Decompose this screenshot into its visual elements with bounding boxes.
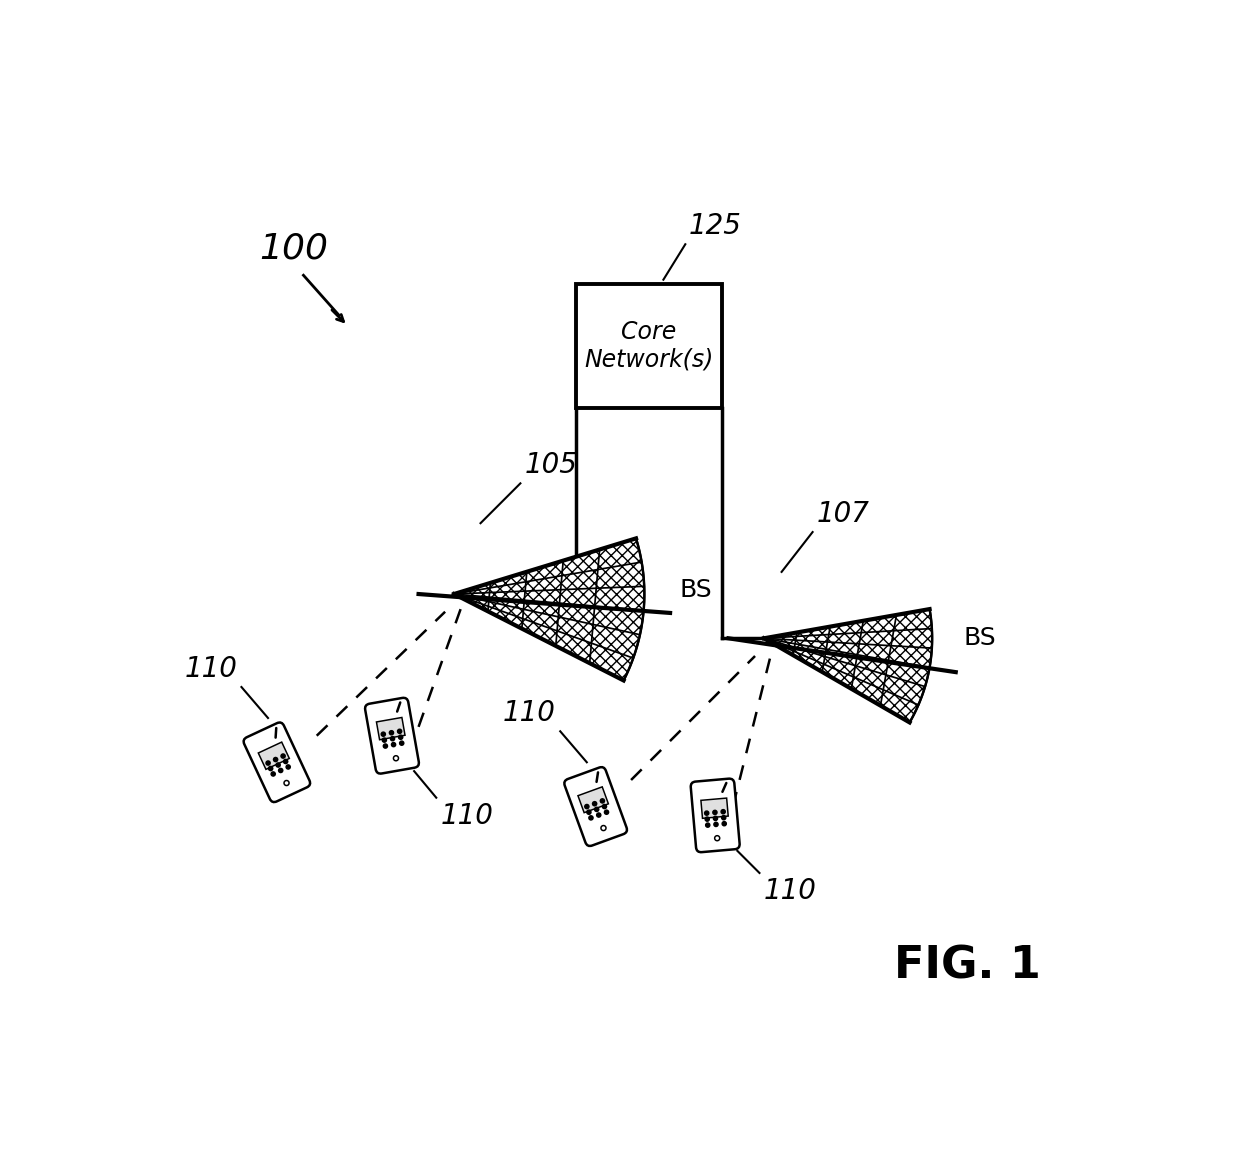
Circle shape <box>392 743 396 746</box>
Circle shape <box>277 762 280 767</box>
Bar <box>258 742 289 769</box>
Circle shape <box>706 823 709 827</box>
Circle shape <box>593 802 596 806</box>
Circle shape <box>279 768 283 773</box>
Circle shape <box>399 741 404 745</box>
Circle shape <box>389 730 393 735</box>
Bar <box>578 787 609 813</box>
Text: 110: 110 <box>185 654 237 683</box>
Bar <box>377 718 405 739</box>
Bar <box>701 798 728 819</box>
FancyBboxPatch shape <box>564 767 627 846</box>
Circle shape <box>274 758 278 761</box>
Text: Core
Network(s): Core Network(s) <box>584 320 713 371</box>
Circle shape <box>585 805 589 808</box>
Text: 100: 100 <box>259 231 329 266</box>
Text: 107: 107 <box>817 499 870 528</box>
Polygon shape <box>764 610 932 722</box>
Circle shape <box>398 735 403 739</box>
Circle shape <box>603 805 606 808</box>
Circle shape <box>272 772 275 776</box>
Circle shape <box>713 816 718 820</box>
FancyBboxPatch shape <box>243 722 310 802</box>
Circle shape <box>587 810 591 814</box>
Text: 110: 110 <box>764 877 817 905</box>
Circle shape <box>722 821 727 826</box>
Text: 105: 105 <box>525 451 578 478</box>
Circle shape <box>722 810 725 814</box>
Circle shape <box>600 799 605 803</box>
Circle shape <box>704 811 709 815</box>
Circle shape <box>391 736 394 741</box>
Text: BS: BS <box>963 627 996 650</box>
Circle shape <box>382 738 387 742</box>
Circle shape <box>604 810 609 814</box>
Text: 125: 125 <box>688 212 742 240</box>
Circle shape <box>589 815 593 820</box>
Circle shape <box>281 754 285 758</box>
Polygon shape <box>454 538 645 681</box>
Bar <box>575 284 722 408</box>
Circle shape <box>381 733 386 736</box>
Circle shape <box>706 816 709 821</box>
Circle shape <box>713 811 717 814</box>
Circle shape <box>269 766 273 771</box>
Circle shape <box>267 761 270 765</box>
Circle shape <box>714 822 718 827</box>
Text: 110: 110 <box>440 803 494 830</box>
Text: FIG. 1: FIG. 1 <box>894 944 1042 988</box>
FancyBboxPatch shape <box>691 779 739 852</box>
Circle shape <box>286 765 290 769</box>
Circle shape <box>594 807 599 812</box>
Circle shape <box>284 759 288 764</box>
FancyBboxPatch shape <box>365 698 419 774</box>
Circle shape <box>722 815 725 820</box>
Circle shape <box>398 729 402 734</box>
Circle shape <box>383 744 388 749</box>
Text: BS: BS <box>680 577 713 601</box>
Text: 110: 110 <box>503 699 556 727</box>
Circle shape <box>596 813 601 818</box>
